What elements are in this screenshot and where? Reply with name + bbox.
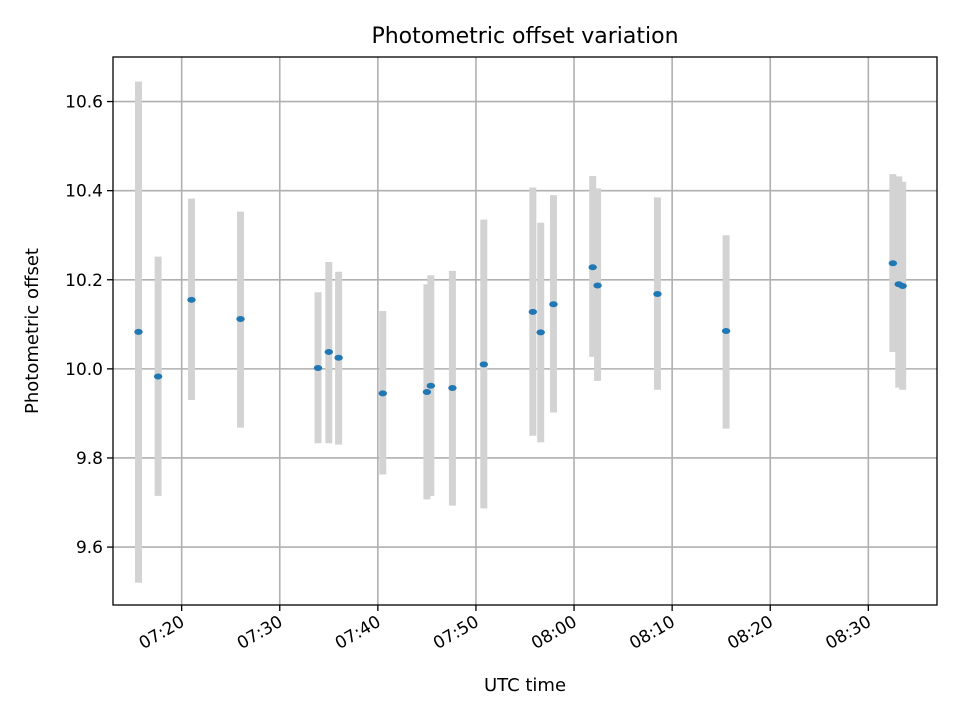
data-point: [324, 348, 334, 355]
data-point: [422, 389, 432, 396]
x-tick-label: 08:10: [626, 612, 678, 654]
data-point: [593, 282, 602, 289]
y-tick-label: 10.2: [65, 271, 103, 291]
x-tick-label: 07:40: [332, 612, 384, 654]
data-point: [898, 283, 907, 290]
data-point: [134, 328, 143, 335]
x-tick-label: 07:20: [136, 612, 188, 654]
data-point: [549, 301, 558, 308]
y-tick-label: 10.6: [65, 93, 103, 113]
data-point: [528, 308, 538, 315]
data-point: [378, 390, 387, 397]
data-points: [134, 260, 907, 397]
data-point: [187, 296, 196, 303]
data-point: [536, 329, 545, 336]
y-tick-label: 10.4: [65, 182, 103, 202]
y-tick-label: 9.6: [76, 538, 103, 558]
x-tick-label: 08:00: [528, 612, 580, 654]
x-tick-label: 07:50: [430, 612, 482, 654]
data-point: [479, 361, 488, 368]
y-axis-label: Photometric offset: [22, 248, 43, 414]
x-tick-label: 08:20: [724, 612, 776, 654]
error-bars: [135, 81, 907, 583]
x-axis-ticks: 07:20 07:30 07:40 07:50 08:00 08:10 08:20 08:30: [136, 605, 875, 654]
x-tick-label: 07:30: [234, 612, 286, 654]
data-point: [313, 364, 323, 371]
y-tick-label: 10.0: [65, 360, 103, 380]
y-tick-label: 9.8: [76, 449, 103, 469]
data-point: [448, 385, 457, 392]
x-tick-label: 08:30: [822, 612, 874, 654]
x-axis-label: UTC time: [484, 675, 566, 696]
data-point: [721, 328, 731, 334]
data-point: [888, 260, 898, 267]
data-point: [153, 373, 163, 380]
data-point: [426, 382, 436, 389]
data-point: [588, 264, 597, 271]
plot-frame: [112, 56, 938, 606]
data-point: [236, 315, 245, 322]
y-axis-ticks: 9.6 9.8 10.0 10.2 10.4 10.6: [65, 93, 113, 558]
grid: [113, 57, 937, 605]
chart-title: Photometric offset variation: [371, 24, 678, 49]
data-point: [653, 291, 662, 298]
data-point: [334, 354, 343, 361]
